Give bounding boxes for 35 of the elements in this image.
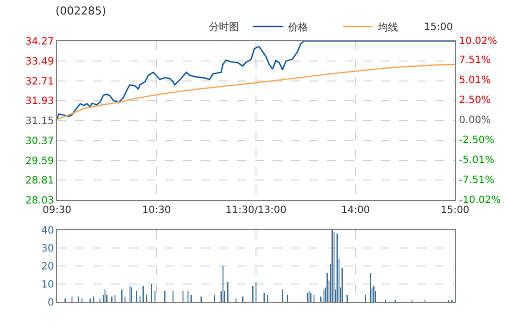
chart-title: (002285) xyxy=(56,4,106,18)
y2-tick-label: -10.02% xyxy=(459,195,501,206)
line-series xyxy=(57,64,455,120)
y2-tick-label: -7.51% xyxy=(459,175,494,186)
y-tick-label: 28.03 xyxy=(25,196,54,206)
chart-subtitle: 分时图 xyxy=(209,21,239,33)
x-tick-label: 14:00 xyxy=(341,205,370,216)
y-tick-label: 33.49 xyxy=(25,56,54,68)
y-tick-label: 10 xyxy=(41,280,54,290)
y2-tick-label: 10.02% xyxy=(459,36,498,47)
x-tick-label: 15:00 xyxy=(440,205,470,216)
y-tick-label: 30.37 xyxy=(25,136,54,147)
y-tick-label: 31.15 xyxy=(25,116,54,127)
y-tick-label: 0 xyxy=(48,298,54,308)
line-series xyxy=(57,41,455,120)
y2-tick-label: 5.01% xyxy=(459,75,491,86)
y2-tick-label: 2.50% xyxy=(459,95,491,106)
y-tick-label: 31.93 xyxy=(25,96,54,108)
x-tick-label: 09:30 xyxy=(42,205,72,216)
y-tick-label: 29.59 xyxy=(25,156,54,167)
y2-tick-label: -2.50% xyxy=(459,135,494,146)
y-tick-label: 40 xyxy=(41,226,54,236)
y-tick-label: 30 xyxy=(41,244,54,254)
y2-tick-label: -5.01% xyxy=(459,155,494,166)
y-tick-label: 34.27 xyxy=(25,36,54,48)
y2-tick-label: 7.51% xyxy=(459,55,491,66)
text: 15:00 xyxy=(424,22,453,33)
y-tick-label: 20 xyxy=(41,262,54,272)
y-tick-label: 28.81 xyxy=(25,176,54,187)
y2-tick-label: 0.00% xyxy=(459,115,491,126)
legend-label: 均线 xyxy=(377,21,398,34)
legend-label: 价格 xyxy=(287,21,308,34)
y-tick-label: 32.71 xyxy=(25,76,54,88)
x-tick-label: 11:30/13:00 xyxy=(225,205,287,216)
x-tick-label: 10:30 xyxy=(142,205,171,216)
